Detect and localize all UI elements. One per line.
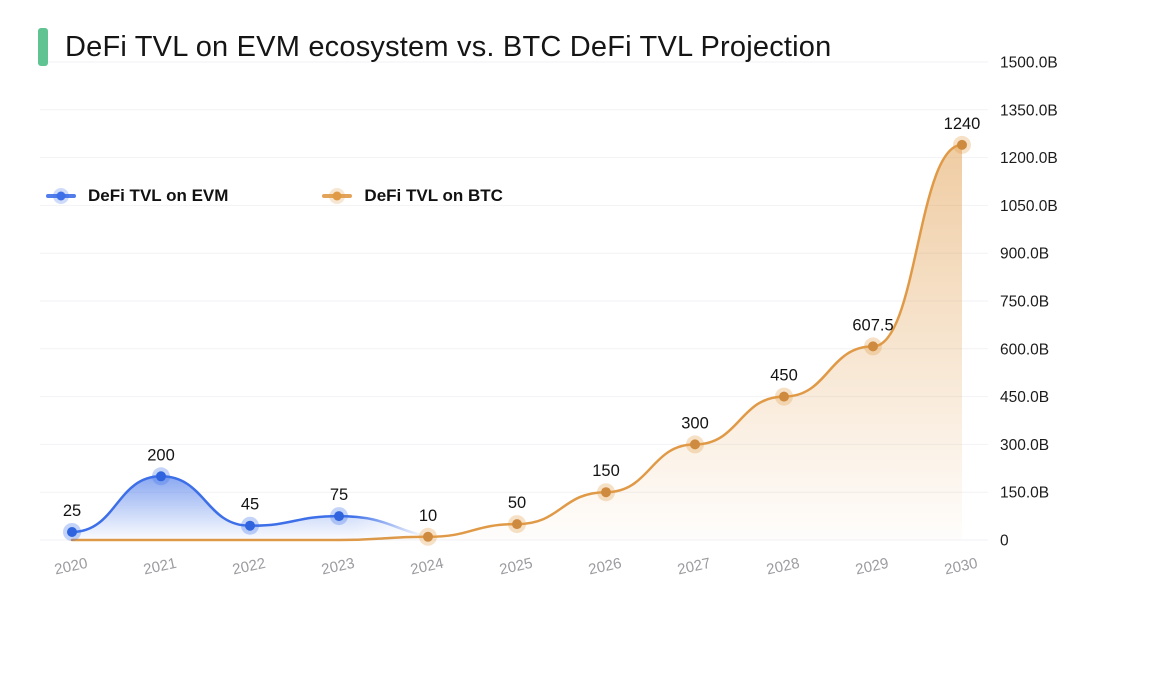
data-point-marker[interactable] — [601, 487, 611, 498]
chart-legend: DeFi TVL on EVM DeFi TVL on BTC — [44, 186, 503, 206]
data-point-label: 607.5 — [852, 316, 893, 334]
legend-item-btc[interactable]: DeFi TVL on BTC — [320, 186, 503, 206]
data-point-label: 150 — [592, 462, 620, 480]
chart-header: DeFi TVL on EVM ecosystem vs. BTC DeFi T… — [38, 28, 831, 66]
x-axis: 2020 2021 2022 2023 2024 2025 2026 2027 2028 2029… — [53, 555, 979, 579]
evm-series — [70, 475, 456, 540]
y-axis-tick-label: 600.0B — [1000, 341, 1049, 358]
y-axis-tick-label: 900.0B — [1000, 246, 1049, 263]
legend-label-btc: DeFi TVL on BTC — [364, 186, 503, 205]
x-axis-tick-label: 2022 — [231, 555, 267, 579]
y-axis-tick-label: 450.0B — [1000, 389, 1049, 406]
y-axis-tick-label: 1500.0B — [1000, 55, 1058, 72]
data-points: 25 200 45 75 10 50 150 300 450 607.5 1240 — [63, 115, 981, 546]
data-point-marker[interactable] — [245, 520, 255, 531]
data-point-label: 450 — [770, 367, 798, 385]
y-axis-tick-label: 1350.0B — [1000, 102, 1058, 119]
x-axis-tick-label: 2029 — [854, 555, 890, 579]
data-point-marker[interactable] — [67, 527, 77, 537]
data-point-marker[interactable] — [868, 341, 878, 352]
title-accent-bar — [38, 28, 48, 66]
legend-label-evm: DeFi TVL on EVM — [88, 186, 229, 205]
y-axis-tick-label: 1200.0B — [1000, 150, 1058, 167]
data-point-label: 25 — [63, 502, 81, 520]
btc-area — [72, 144, 962, 540]
y-axis-tick-label: 0 — [1000, 533, 1009, 550]
y-axis-tick-label: 750.0B — [1000, 294, 1049, 311]
legend-item-evm[interactable]: DeFi TVL on EVM — [44, 186, 228, 206]
x-axis-tick-label: 2030 — [943, 555, 979, 579]
data-point-label: 10 — [419, 507, 437, 525]
x-axis-tick-label: 2025 — [498, 555, 534, 579]
data-point-label: 300 — [681, 414, 709, 432]
y-axis-tick-label: 150.0B — [1000, 485, 1049, 502]
y-axis-tick-label: 1050.0B — [1000, 198, 1058, 215]
x-axis-tick-label: 2021 — [142, 555, 178, 579]
x-axis-tick-label: 2026 — [587, 555, 623, 579]
data-point-marker[interactable] — [512, 519, 522, 530]
data-point-label: 1240 — [944, 115, 981, 133]
data-point-marker[interactable] — [156, 471, 166, 482]
y-axis-tick-label: 300.0B — [1000, 437, 1049, 454]
data-point-marker[interactable] — [779, 391, 789, 402]
btc-legend-line-dot-icon — [322, 188, 353, 204]
x-axis-tick-label: 2020 — [53, 555, 89, 579]
x-axis-tick-label: 2024 — [409, 555, 445, 579]
x-axis-tick-label: 2028 — [765, 555, 801, 579]
evm-area — [72, 476, 455, 540]
data-point-label: 50 — [508, 494, 526, 512]
evm-legend-line-dot-icon — [46, 188, 76, 204]
evm-line — [70, 475, 456, 540]
x-axis-tick-label: 2023 — [320, 555, 356, 579]
data-point-marker[interactable] — [334, 511, 344, 522]
data-point-label: 45 — [241, 496, 259, 514]
y-axis: 0 150.0B 300.0B 450.0B 600.0B 750.0B 900.0B 105… — [1000, 55, 1058, 550]
data-point-label: 75 — [330, 486, 348, 504]
data-point-label: 200 — [147, 446, 175, 464]
data-point-marker[interactable] — [423, 531, 433, 542]
data-point-marker[interactable] — [957, 139, 967, 150]
chart-title: DeFi TVL on EVM ecosystem vs. BTC DeFi T… — [65, 30, 832, 63]
data-point-marker[interactable] — [690, 439, 700, 450]
x-axis-tick-label: 2027 — [676, 555, 712, 579]
